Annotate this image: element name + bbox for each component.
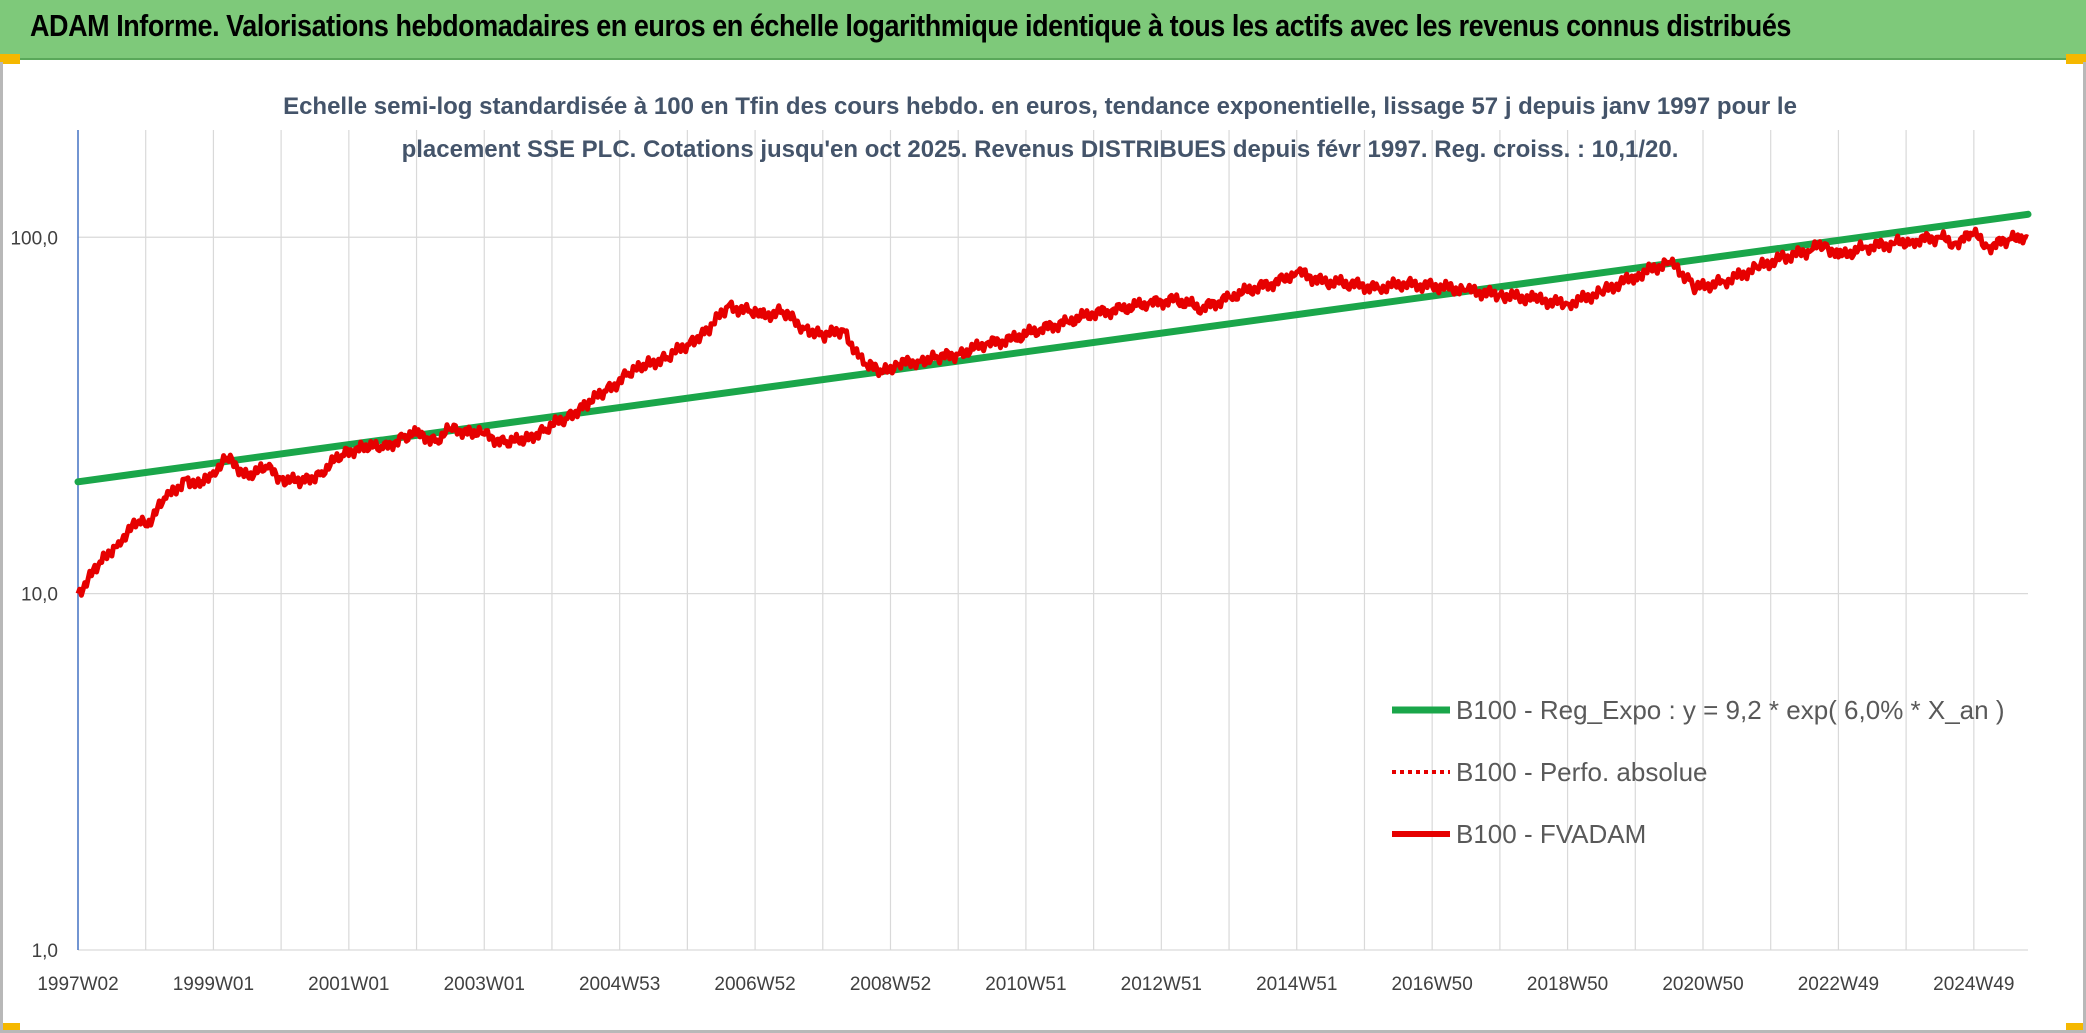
grid — [78, 130, 2028, 951]
x-tick-label: 2006W52 — [714, 974, 795, 995]
chart-subtitle-line-1: Echelle semi-log standardisée à 100 en T… — [283, 93, 1797, 120]
x-tick-label: 2024W49 — [1933, 974, 2014, 995]
x-axis-ticks: 1997W02 1999W01 2001W01 2003W01 2004W53 2006W… — [37, 974, 2014, 995]
x-tick-label: 2004W53 — [579, 974, 660, 995]
x-tick-label: 1997W02 — [37, 974, 118, 995]
chart-subtitle-line-2: placement SSE PLC. Cotations jusqu'en oc… — [402, 136, 1679, 163]
x-tick-label: 2018W50 — [1527, 974, 1608, 995]
legend: B100 - Reg_Expo : y = 9,2 * exp( 6,0% * … — [1392, 695, 2005, 849]
y-tick-label: 100,0 — [10, 228, 58, 249]
legend-label: B100 - Reg_Expo : y = 9,2 * exp( 6,0% * … — [1456, 695, 2005, 725]
corner-marker-bottom-right — [2066, 1023, 2086, 1033]
corner-marker-bottom-left — [0, 1023, 20, 1033]
y-tick-label: 10,0 — [21, 585, 58, 606]
x-tick-label: 2014W51 — [1256, 974, 1337, 995]
x-tick-label: 2012W51 — [1121, 974, 1202, 995]
x-tick-label: 2022W49 — [1798, 974, 1879, 995]
y-tick-label: 1,0 — [32, 941, 58, 962]
x-tick-label: 2008W52 — [850, 974, 931, 995]
series-layer — [74, 210, 2032, 598]
legend-label: B100 - FVADAM — [1456, 819, 1646, 849]
x-tick-label: 1999W01 — [173, 974, 254, 995]
x-tick-label: 2016W50 — [1391, 974, 1472, 995]
chart-frame — [0, 62, 2086, 1033]
x-tick-label: 2003W01 — [444, 974, 525, 995]
corner-marker-left — [0, 54, 20, 64]
title-bar: ADAM Informe. Valorisations hebdomadaire… — [0, 0, 2086, 60]
x-tick-label: 2020W50 — [1662, 974, 1743, 995]
x-tick-label: 2001W01 — [308, 974, 389, 995]
corner-marker-right — [2066, 54, 2086, 64]
legend-label: B100 - Perfo. absolue — [1456, 757, 1708, 787]
page-title: ADAM Informe. Valorisations hebdomadaire… — [30, 8, 1791, 43]
series-line-fvadam — [75, 226, 2029, 598]
x-tick-label: 2010W51 — [985, 974, 1066, 995]
y-axis-ticks: 1,0 10,0 100,0 — [10, 228, 58, 962]
